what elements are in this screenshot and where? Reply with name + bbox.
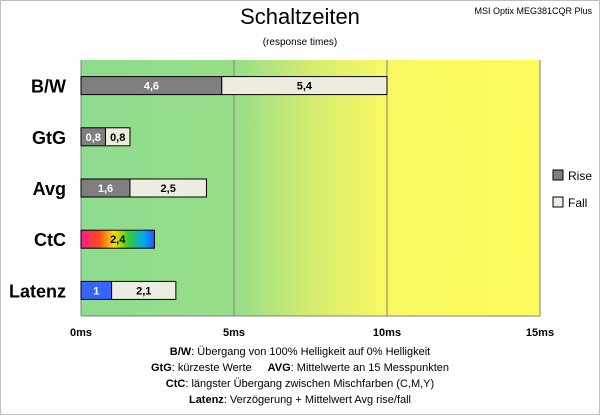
category-label: Latenz — [9, 281, 66, 301]
bar-fall-gtg — [104, 127, 131, 147]
bar-value-label: 5,4 — [297, 81, 313, 93]
category-label: B/W — [31, 77, 66, 97]
legend-label-rise: Rise — [568, 169, 592, 183]
monitor-model: MSI Optix MEG381CQR Plus — [474, 6, 592, 16]
note-gtg-avg: GtG: kürzeste Werte AVG: Mittelwerte an 1… — [150, 362, 450, 374]
bar-value-label: 0,8 — [86, 132, 101, 144]
bar-fall-bw — [221, 76, 388, 96]
bar-value-label: 2,5 — [161, 183, 176, 195]
chart-subtitle: (response times) — [262, 37, 338, 48]
bar-value-label: 2,4 — [110, 234, 126, 246]
legend-label-fall: Fall — [568, 196, 587, 210]
legend-swatch-rise — [552, 169, 564, 181]
bar-value-label: 2,1 — [136, 285, 151, 297]
bar-value-label: 4,6 — [144, 81, 159, 93]
x-tick-label: 15ms — [526, 327, 554, 339]
bar-special-ctc — [80, 229, 155, 249]
bar-fall-latenz — [111, 280, 177, 300]
chart-title: Schaltzeiten — [240, 4, 360, 29]
chart-notes: B/W: Übergang von 100% Helligkeit auf 0%… — [0, 344, 600, 408]
response-time-chart: 4,6 5,4 0,8 0,8 1,6 2,5 2,4 1 2,1 B/W GtG Avg CtC La… — [9, 60, 592, 339]
bar-fall-avg — [129, 178, 207, 198]
category-label: GtG — [32, 128, 66, 148]
category-label: CtC — [34, 230, 66, 250]
legend-swatch-fall — [552, 196, 564, 208]
category-label: Avg — [33, 179, 66, 199]
note-bw: B/W: Übergang von 100% Helligkeit auf 0%… — [169, 346, 431, 358]
note-latenz: Latenz: Verzögerung + Mittelwert Avg ris… — [188, 394, 412, 406]
x-tick-label: 10ms — [373, 327, 401, 339]
bar-value-label: 0,8 — [110, 132, 125, 144]
x-tick-label: 0ms — [70, 327, 92, 339]
note-ctc: CtC: längster Übergang zwischen Mischfar… — [165, 378, 435, 390]
bar-value-label: 1,6 — [98, 183, 113, 195]
bar-value-label: 1 — [93, 285, 99, 297]
x-tick-label: 5ms — [223, 327, 245, 339]
